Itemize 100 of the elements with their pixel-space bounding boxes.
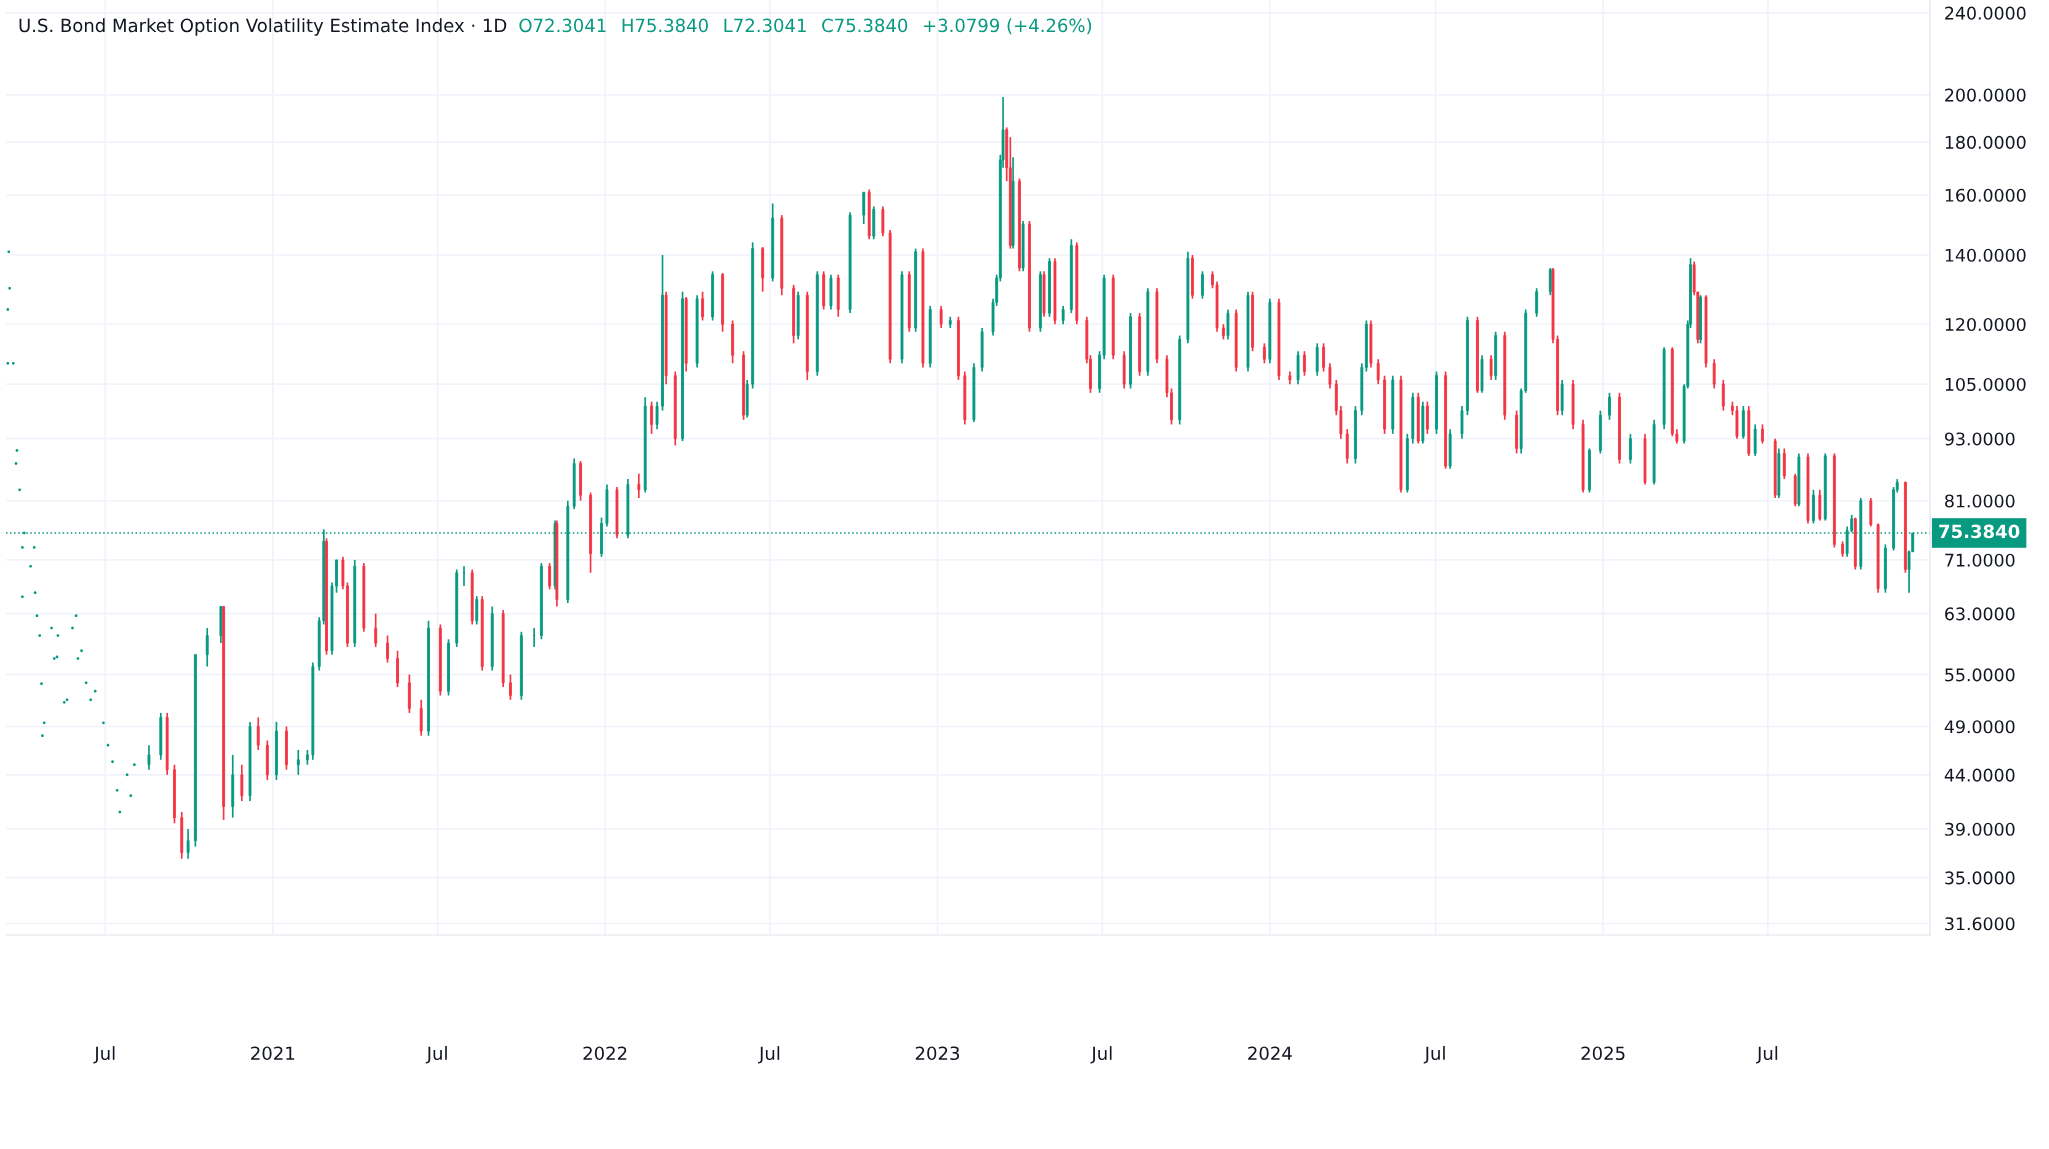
- text: U.S. Bond Market Option Volatility Estimate Index · 1D: [19, 18, 507, 36]
- candlestick: [147, 744, 151, 771]
- candlestick: [1061, 305, 1065, 326]
- candlestick: [1903, 480, 1907, 574]
- candlestick: [539, 562, 543, 641]
- candlestick: [1328, 362, 1332, 390]
- candlestick: [447, 638, 450, 697]
- candlestick: [1251, 290, 1254, 353]
- point: [56, 634, 60, 637]
- point: [35, 614, 39, 618]
- candlestick: [1761, 423, 1764, 445]
- candlestick: [1303, 350, 1306, 377]
- y-tick-label: 160.0000: [1945, 188, 2026, 202]
- point: [6, 361, 10, 365]
- annotation: C75.3840: [822, 18, 908, 33]
- candlestick: [1201, 270, 1204, 300]
- point: [76, 657, 80, 660]
- x-tick-label: Jul: [1090, 1046, 1112, 1064]
- candlestick: [1812, 488, 1815, 525]
- candlestick: [205, 627, 209, 668]
- candlestick: [881, 205, 885, 237]
- candlestick: [186, 828, 190, 860]
- candlestick: [1588, 447, 1591, 494]
- x-tick-label: 2021: [251, 1046, 295, 1061]
- annotation: H75.3840: [622, 18, 708, 33]
- candlestick: [1262, 342, 1266, 365]
- candlestick: [711, 270, 715, 322]
- point: [80, 649, 83, 653]
- candlestick: [650, 400, 653, 435]
- point: [65, 698, 69, 702]
- candlestick: [862, 191, 866, 225]
- x-tick-label: Jul: [425, 1046, 447, 1064]
- y-tick-label: 55.0000: [1945, 668, 2015, 682]
- x-tick-label: Jul: [758, 1046, 780, 1064]
- point: [50, 626, 53, 630]
- candlestick: [386, 634, 389, 664]
- candlestick: [1221, 323, 1225, 341]
- point: [89, 698, 93, 702]
- point: [7, 250, 11, 254]
- point: [133, 763, 136, 767]
- candlestick: [1435, 370, 1438, 435]
- y-tick-label: 81.0000: [1945, 494, 2015, 508]
- candlestick: [589, 491, 592, 574]
- candlestick: [1818, 488, 1822, 522]
- point: [115, 789, 119, 792]
- point: [33, 591, 37, 595]
- candlestick: [681, 290, 684, 442]
- point: [29, 564, 32, 568]
- candlestick: [1841, 540, 1845, 558]
- candlestick: [1608, 391, 1611, 421]
- candlestick: [1699, 294, 1702, 345]
- point: [15, 449, 19, 452]
- candlestick: [701, 290, 704, 322]
- candlestick: [325, 537, 328, 656]
- candlestick: [1028, 220, 1031, 333]
- point: [71, 626, 74, 630]
- y-tick-label: 44.0000: [1944, 768, 2015, 782]
- point: [62, 701, 66, 704]
- candlestick: [285, 725, 288, 771]
- y-tick-label: 31.6000: [1945, 917, 2015, 931]
- candlestick: [1618, 391, 1621, 465]
- candlestick: [1226, 308, 1230, 341]
- candlestick: [1721, 379, 1725, 412]
- candlestick: [661, 254, 664, 412]
- candlestick: [1466, 315, 1469, 417]
- candlestick: [939, 305, 943, 329]
- point: [21, 546, 24, 549]
- candlestick: [256, 716, 260, 751]
- y-tick-label: 105.0000: [1945, 377, 2026, 392]
- candlestick: [1191, 254, 1194, 300]
- y-tick-label: 71.0000: [1945, 553, 2015, 567]
- candlestick: [240, 763, 244, 802]
- annotation: L72.3041: [724, 18, 806, 33]
- x-tick-label: 2024: [1248, 1046, 1292, 1061]
- y-tick-label: 240.0000: [1945, 6, 2026, 20]
- ref-line-label: 75.3840: [1939, 524, 2020, 539]
- point: [102, 721, 105, 725]
- candlestick: [655, 400, 659, 430]
- point: [74, 614, 78, 618]
- y-tick-label: 49.0000: [1944, 720, 2015, 734]
- candlestick: [173, 763, 176, 825]
- x-tick-label: 2023: [915, 1046, 960, 1061]
- x-tick-label: 2025: [1581, 1046, 1625, 1061]
- candlestick: [742, 350, 745, 421]
- candlestick: [509, 673, 512, 701]
- point: [32, 546, 36, 549]
- candlestick: [1354, 405, 1357, 465]
- candlestick: [1476, 315, 1479, 394]
- candlestick: [1129, 312, 1132, 390]
- candlestick: [1322, 342, 1325, 373]
- y-tick-label: 39.0000: [1945, 822, 2015, 836]
- candlestick: [1712, 358, 1716, 390]
- annotation: O72.3041: [519, 18, 606, 33]
- candlestick: [1535, 287, 1539, 318]
- candlestick: [637, 472, 641, 499]
- candlestick: [548, 562, 552, 591]
- point: [38, 634, 42, 637]
- candlestick: [1383, 374, 1386, 435]
- x-tick-label: Jul: [1423, 1046, 1445, 1064]
- y-tick-label: 180.0000: [1945, 135, 2026, 149]
